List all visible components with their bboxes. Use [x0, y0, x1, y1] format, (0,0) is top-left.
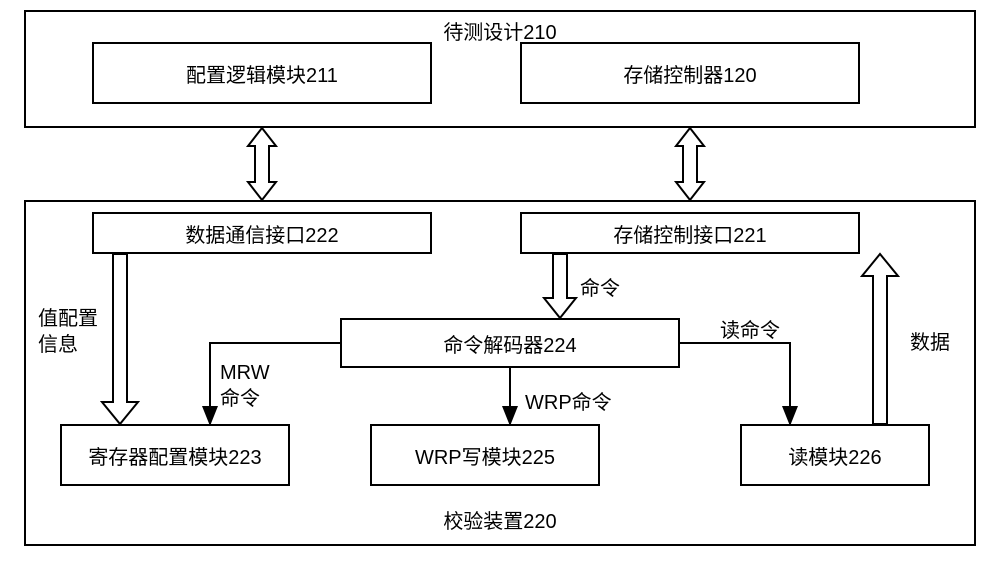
node-dut-label: 待测设计210 [443, 16, 556, 45]
edge-label-wrp: WRP命令 [525, 386, 612, 415]
node-decoder: 命令解码器224 [340, 318, 680, 368]
node-storage-ctrl: 存储控制器120 [520, 42, 860, 104]
node-reg-cfg-label: 寄存器配置模块223 [88, 441, 261, 470]
node-decoder-label: 命令解码器224 [443, 329, 576, 358]
edge-label-read: 读命令 [720, 314, 780, 343]
node-wrp-write: WRP写模块225 [370, 424, 600, 486]
node-config-logic: 配置逻辑模块211 [92, 42, 432, 104]
node-read-mod-label: 读模块226 [788, 441, 881, 470]
edge-label-mrw: MRW命令 [220, 360, 270, 412]
big-arrow-2 [676, 128, 704, 200]
diagram-canvas: 待测设计210 配置逻辑模块211 存储控制器120 校验装置220 数据通信接… [0, 0, 1000, 562]
node-wrp-write-label: WRP写模块225 [415, 441, 555, 470]
node-store-if-label: 存储控制接口221 [613, 219, 766, 248]
node-data-if-label: 数据通信接口222 [185, 219, 338, 248]
node-config-logic-label: 配置逻辑模块211 [186, 59, 338, 88]
node-read-mod: 读模块226 [740, 424, 930, 486]
node-verify-label: 校验装置220 [443, 505, 556, 534]
arrow-label-data: 数据 [910, 326, 950, 355]
big-arrow-1 [248, 128, 276, 200]
node-reg-cfg: 寄存器配置模块223 [60, 424, 290, 486]
node-storage-ctrl-label: 存储控制器120 [623, 59, 756, 88]
arrow-label-valcfg: 值配置信息 [38, 306, 98, 358]
node-data-if: 数据通信接口222 [92, 212, 432, 254]
node-store-if: 存储控制接口221 [520, 212, 860, 254]
arrow-label-cmd: 命令 [580, 272, 620, 301]
